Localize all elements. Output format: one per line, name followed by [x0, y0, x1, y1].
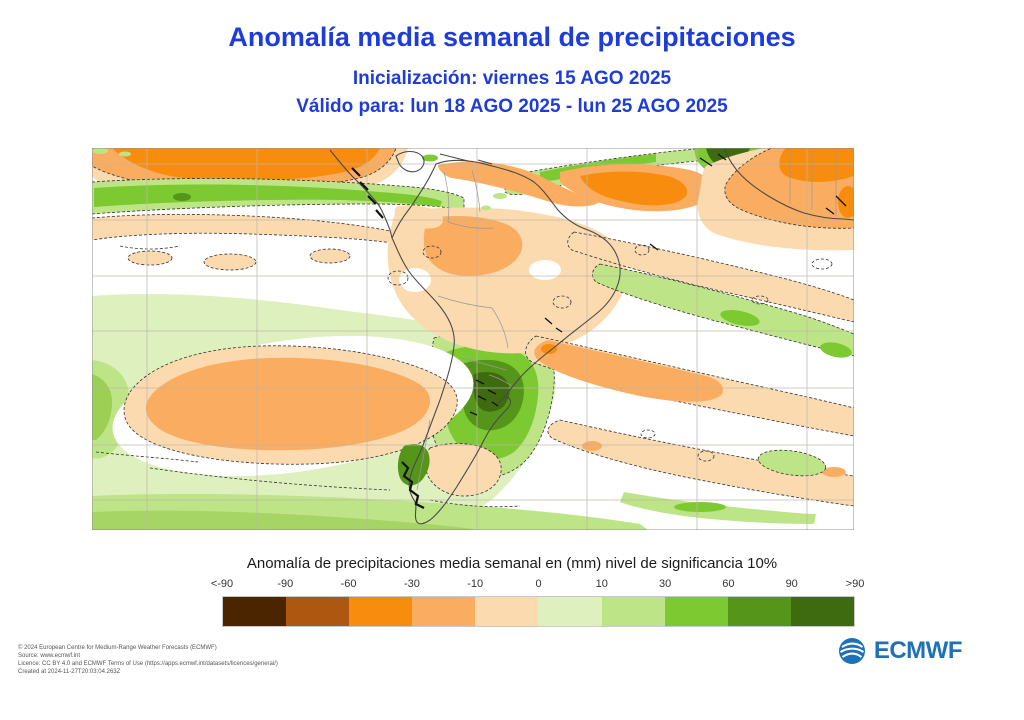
- region-left-edge-green-core: [92, 374, 112, 440]
- dashed-contours: [95, 244, 833, 508]
- caribbean-islands: [439, 153, 493, 165]
- licence-line: Licence: CC BY 4.0 and ECMWF Terms of Us…: [18, 661, 278, 667]
- copyright-line: © 2024 European Centre for Medium-Range …: [18, 645, 217, 651]
- south-america-coastline: [391, 159, 621, 525]
- region-patagonia-green: [397, 444, 430, 486]
- region-argentina-dry: [424, 443, 502, 497]
- tick-label: 0: [535, 578, 542, 590]
- tick-label: 10: [595, 578, 608, 590]
- colorbar-swatch: [475, 597, 539, 626]
- colorbar-swatch: [790, 597, 854, 626]
- stripe-dry-2-spot: [541, 344, 557, 354]
- atlantic-green-blob: [757, 449, 827, 477]
- anomaly-map-svg: [91, 147, 858, 531]
- region-interior-dry-core: [423, 216, 523, 276]
- ca-green-spot: [422, 154, 438, 162]
- colorbar: [222, 596, 855, 627]
- stripe-green-1: [592, 263, 855, 357]
- region-green-band-core: [94, 184, 442, 207]
- anomaly-fills: [91, 147, 858, 530]
- ecmwf-logo-icon: [838, 638, 865, 664]
- region-green-band-spot: [173, 193, 191, 201]
- colorbar-swatch: [286, 597, 350, 626]
- central-america-coastline: [329, 149, 393, 239]
- colorbar-swatch: [412, 597, 476, 626]
- stripe-dry-3-spot-a: [582, 441, 602, 451]
- stripe-green-1-core-a: [720, 309, 760, 327]
- region-africa-dry-core: [779, 148, 854, 182]
- ecmwf-logo: ECMWF: [837, 636, 963, 666]
- colorbar-swatch: [664, 597, 728, 626]
- stripe-green-1-core-b: [820, 342, 852, 358]
- tick-label: 30: [658, 578, 672, 590]
- page-title: Anomalía media semanal de precipitacione…: [228, 22, 796, 52]
- legend-title: Anomalía de precipitaciones media semana…: [246, 555, 778, 572]
- valid-period-line: Válido para: lun 18 AGO 2025 - lun 25 AG…: [296, 96, 728, 117]
- significance-stippling: [351, 153, 847, 509]
- tick-label: -60: [340, 578, 357, 590]
- andes-ridge: [401, 461, 425, 509]
- source-line: Source: www.ecmwf.int: [18, 653, 81, 659]
- corner-green-2: [119, 151, 131, 157]
- stripe-dry-3-spot-b: [822, 467, 846, 477]
- venezuela-green-2: [481, 205, 491, 211]
- interior-white-hole-1: [399, 268, 431, 292]
- stripe-dry-2-mid: [534, 340, 724, 402]
- venezuela-green-1: [493, 193, 507, 199]
- created-line: Created at 2024-11-27T20:03:04.263Z: [18, 669, 121, 675]
- ecmwf-logo-text: ECMWF: [873, 637, 963, 664]
- rio-de-la-plata: [496, 395, 507, 405]
- stripe-dry-3: [547, 419, 855, 507]
- region-south-band-mid: [92, 510, 480, 530]
- region-pacific-dry-core: [145, 357, 431, 451]
- region-dry-bit-1: [127, 250, 173, 266]
- attribution-block: © 2024 European Centre for Medium-Range …: [18, 644, 278, 676]
- tick-label: -10: [467, 578, 484, 590]
- corner-green-1: [92, 148, 108, 154]
- tick-label: >90: [845, 578, 865, 590]
- region-dry-bit-2: [203, 253, 257, 271]
- stripe-green-2-core: [674, 502, 726, 512]
- tick-label: 60: [722, 578, 735, 590]
- region-venezuela-coast-dry: [438, 161, 600, 207]
- country-borders: [416, 150, 837, 491]
- tick-label: 90: [785, 578, 798, 590]
- tick-label: <-90: [210, 578, 234, 590]
- africa-coastline: [723, 147, 855, 221]
- ca-dry-patch: [394, 205, 443, 229]
- anomaly-map: [91, 147, 858, 531]
- region-dry-bit-3: [309, 248, 351, 264]
- graticule: [92, 148, 854, 530]
- initialization-line: Inicialización: viernes 15 AGO 2025: [352, 68, 672, 89]
- colorbar-swatch: [538, 597, 602, 626]
- colorbar-swatch: [727, 597, 791, 626]
- tick-label: -90: [277, 578, 294, 590]
- interior-white-hole-2: [529, 260, 561, 280]
- coastlines: [329, 147, 855, 525]
- region-dry-band-2: [91, 213, 403, 245]
- tick-label: -30: [403, 578, 420, 590]
- colorbar-ticks: <-90 -90 -60 -30 -10 0 10 30 60 90 >90: [211, 578, 865, 592]
- colorbar-swatch: [223, 597, 287, 626]
- region-africa-dry-spot: [838, 186, 858, 218]
- colorbar-swatch: [349, 597, 413, 626]
- yucatan-coastline: [395, 150, 425, 173]
- region-atlantic-dry-core: [580, 171, 688, 206]
- colorbar-swatch: [601, 597, 665, 626]
